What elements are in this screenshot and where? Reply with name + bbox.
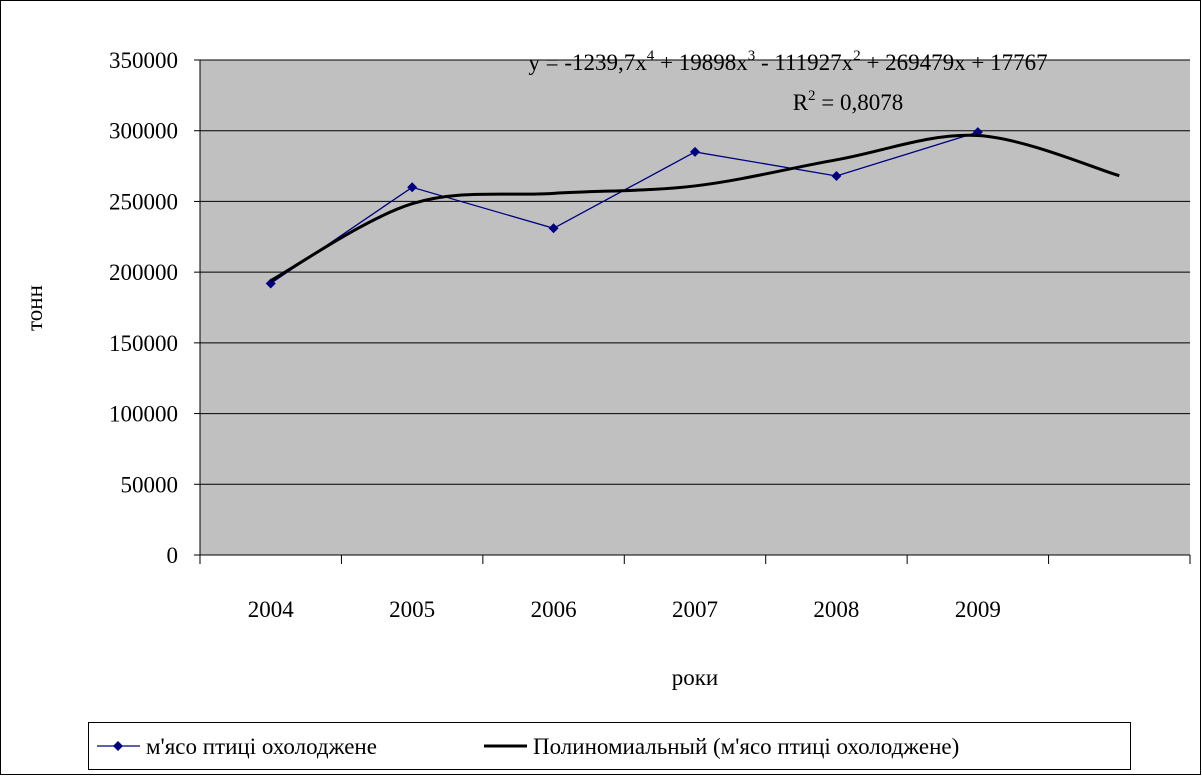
y-tick-label: 250000 bbox=[109, 189, 178, 214]
text-part: + 269479x + 17767 bbox=[861, 50, 1048, 75]
legend-marker bbox=[113, 741, 123, 751]
r-squared: R2 = 0,8078 bbox=[793, 88, 904, 115]
superscript: 2 bbox=[808, 88, 816, 104]
plot-area bbox=[200, 60, 1190, 555]
y-tick-label: 150000 bbox=[109, 331, 178, 356]
y-tick-label: 50000 bbox=[121, 472, 179, 497]
text-part: y = -1239,7x bbox=[528, 50, 647, 75]
text-part: + 19898x bbox=[654, 50, 748, 75]
legend-label: Полиномиальный (м'ясо птиці охолоджене) bbox=[533, 734, 959, 759]
legend-box bbox=[88, 722, 1131, 770]
y-tick-label: 350000 bbox=[109, 48, 178, 73]
superscript: 2 bbox=[853, 48, 861, 64]
x-tick-label: 2009 bbox=[955, 597, 1001, 622]
x-tick-label: 2007 bbox=[672, 597, 718, 622]
data-point bbox=[690, 146, 700, 157]
y-tick-label: 300000 bbox=[109, 119, 178, 144]
legend-label: м'ясо птиці охолоджене bbox=[146, 734, 377, 759]
y-tick-label: 0 bbox=[167, 543, 179, 568]
text-part: - 111927x bbox=[755, 50, 853, 75]
y-tick-label: 100000 bbox=[109, 402, 178, 427]
trend-equation: y = -1239,7x4 + 19898x3 - 111927x2 + 269… bbox=[528, 48, 1047, 75]
x-tick-label: 2005 bbox=[389, 597, 435, 622]
trend-line bbox=[269, 133, 1120, 282]
x-tick-label: 2008 bbox=[813, 597, 859, 622]
text-part: = 0,8078 bbox=[816, 90, 904, 115]
x-axis-label: роки bbox=[672, 665, 718, 690]
superscript: 3 bbox=[748, 48, 756, 64]
x-tick-label: 2004 bbox=[248, 597, 295, 622]
text-part: R bbox=[793, 90, 809, 115]
data-point bbox=[407, 182, 418, 193]
x-tick-label: 2006 bbox=[531, 597, 577, 622]
y-tick-label: 200000 bbox=[109, 260, 178, 285]
data-point bbox=[548, 223, 559, 234]
y-axis-label: тонн bbox=[22, 285, 47, 331]
superscript: 4 bbox=[647, 48, 655, 64]
data-point bbox=[831, 170, 842, 181]
